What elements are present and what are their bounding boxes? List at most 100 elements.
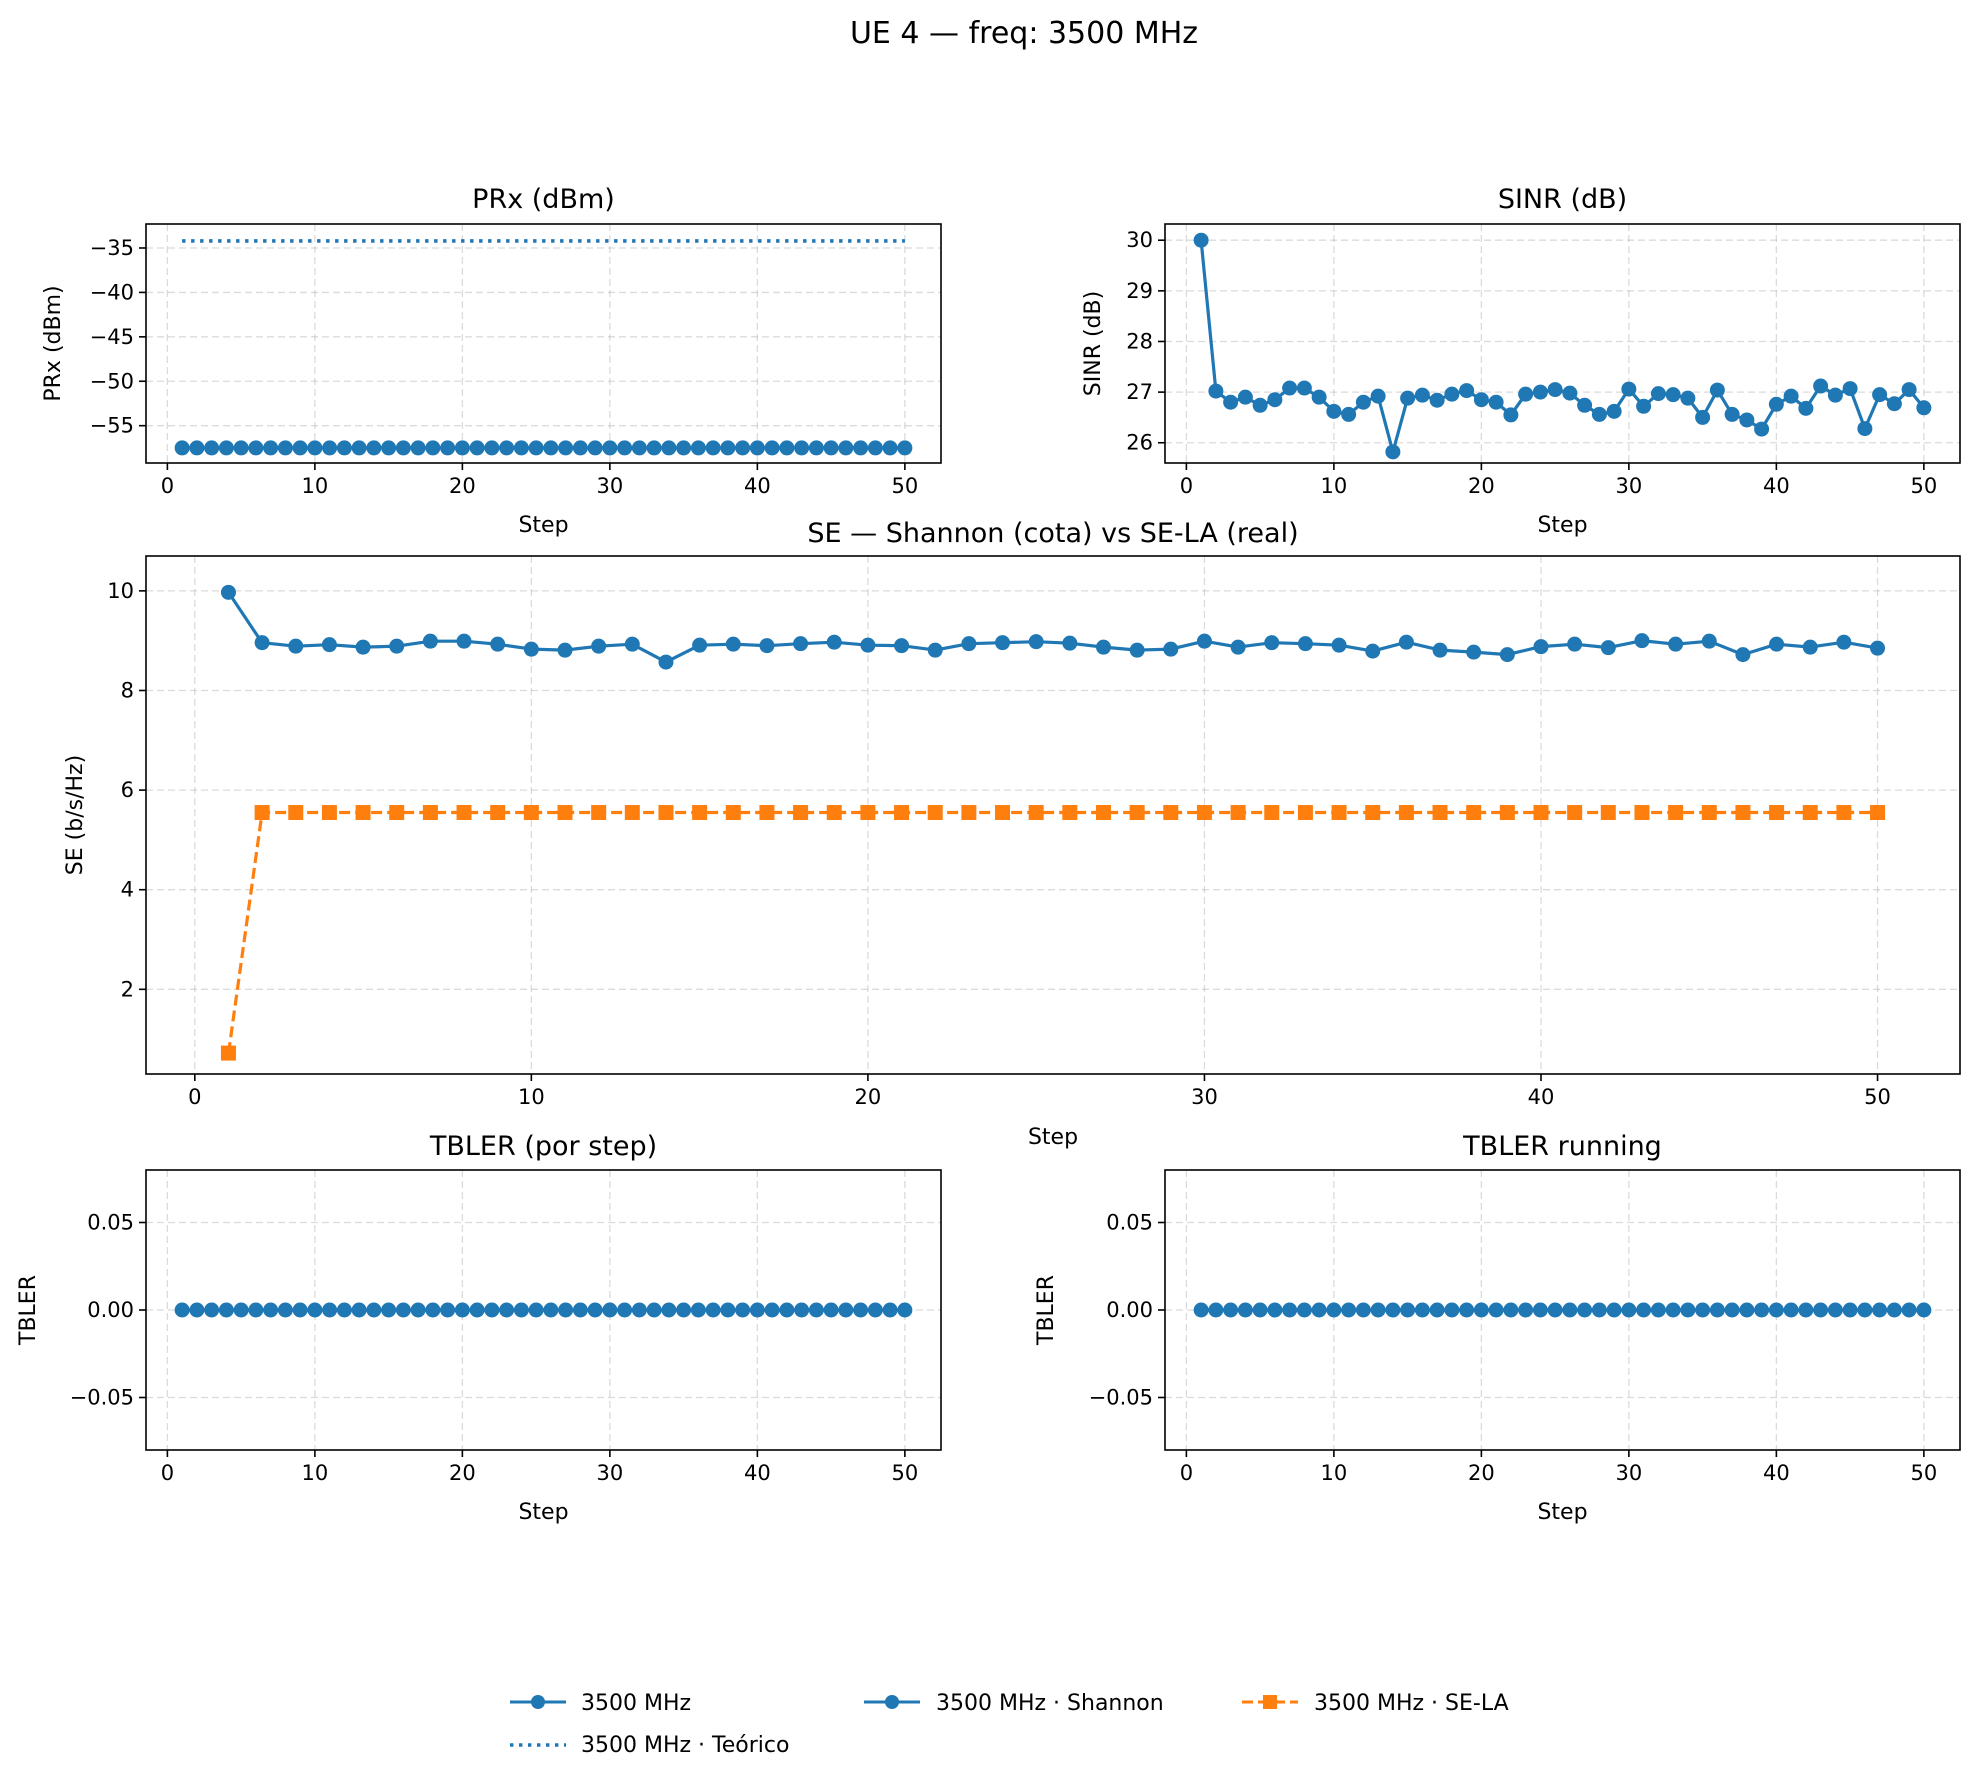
x-tick-label: 30	[597, 474, 624, 498]
data-point	[1591, 1302, 1607, 1318]
data-point	[1802, 639, 1818, 655]
data-point	[395, 1302, 411, 1318]
data-point	[793, 636, 809, 652]
data-point	[867, 440, 883, 456]
data-point	[336, 1302, 352, 1318]
data-point	[1252, 397, 1268, 413]
data-point	[1473, 1302, 1489, 1318]
data-point	[624, 805, 640, 821]
data-point	[617, 440, 633, 456]
data-point	[1606, 403, 1622, 419]
y-tick-label: 6	[121, 778, 134, 802]
data-point	[1365, 805, 1381, 821]
data-point	[321, 805, 337, 821]
data-point	[690, 440, 706, 456]
data-point	[277, 1302, 293, 1318]
data-point	[499, 440, 515, 456]
subplot-title: TBLER (por step)	[429, 1131, 657, 1162]
data-point	[602, 1302, 618, 1318]
data-point	[1370, 1302, 1386, 1318]
data-point	[1901, 382, 1917, 398]
data-point	[779, 1302, 795, 1318]
data-point	[624, 636, 640, 652]
data-point	[1668, 636, 1684, 652]
axes-frame	[145, 223, 942, 464]
legend-label: 3500 MHz · Teórico	[581, 1733, 789, 1758]
data-point	[528, 440, 544, 456]
data-point	[1429, 1302, 1445, 1318]
data-point	[484, 1302, 500, 1318]
data-point	[1827, 1302, 1843, 1318]
data-point	[204, 1302, 220, 1318]
data-point	[1355, 1302, 1371, 1318]
data-point	[1252, 1302, 1268, 1318]
data-point	[440, 440, 456, 456]
data-point	[1264, 805, 1280, 821]
data-point	[853, 1302, 869, 1318]
data-point	[661, 440, 677, 456]
data-point	[1208, 1302, 1224, 1318]
data-point	[1668, 805, 1684, 821]
data-point	[1499, 805, 1515, 821]
x-axis-label: Step	[1537, 1500, 1587, 1525]
data-point	[1282, 380, 1298, 396]
data-point	[1680, 390, 1696, 406]
data-point	[1230, 639, 1246, 655]
data-point	[897, 1302, 913, 1318]
data-point	[1813, 378, 1829, 394]
data-point	[1567, 805, 1583, 821]
data-point	[1398, 634, 1414, 650]
data-point	[1518, 1302, 1534, 1318]
x-tick-label: 50	[1910, 1461, 1937, 1485]
data-point	[307, 1302, 323, 1318]
x-tick-label: 10	[302, 474, 329, 498]
data-point	[591, 638, 607, 654]
y-tick-label: 2	[121, 977, 134, 1001]
data-point	[1223, 1302, 1239, 1318]
subplot-title: TBLER running	[1462, 1131, 1662, 1162]
data-point	[794, 1302, 810, 1318]
x-tick-label: 50	[1910, 474, 1937, 498]
data-point	[897, 440, 913, 456]
y-tick-label: −0.05	[1089, 1386, 1153, 1410]
data-point	[1634, 805, 1650, 821]
data-point	[1341, 406, 1357, 422]
data-point	[1163, 805, 1179, 821]
legend-marker	[531, 1695, 545, 1709]
data-point	[1444, 386, 1460, 402]
data-point	[1665, 1302, 1681, 1318]
data-point	[1095, 805, 1111, 821]
data-point	[764, 440, 780, 456]
data-point	[1591, 406, 1607, 422]
x-tick-label: 10	[518, 1085, 545, 1109]
data-point	[1783, 1302, 1799, 1318]
x-tick-label: 20	[1468, 474, 1495, 498]
legend-label: 3500 MHz	[581, 1691, 691, 1716]
subplot-tbler: 0 10 20 30 40 50 −0.05 0.00 0.05 TBLER (por step)…	[16, 1131, 942, 1525]
data-point	[1473, 392, 1489, 408]
data-point	[422, 805, 438, 821]
data-point	[995, 635, 1011, 651]
x-axis-label: Step	[1028, 1125, 1078, 1150]
data-point	[1297, 636, 1313, 652]
y-tick-label: 26	[1126, 431, 1153, 455]
y-tick-label: −40	[90, 280, 134, 304]
data-point	[602, 440, 618, 456]
data-point	[882, 1302, 898, 1318]
y-axis-label: TBLER	[1034, 1275, 1059, 1346]
data-point	[263, 1302, 279, 1318]
x-tick-label: 20	[855, 1085, 882, 1109]
data-point	[826, 634, 842, 650]
data-point	[808, 440, 824, 456]
data-point	[1518, 386, 1534, 402]
legend-entry-se-la: 3500 MHz · SE-LA	[1242, 1691, 1509, 1716]
data-point	[1432, 805, 1448, 821]
data-point	[1769, 636, 1785, 652]
data-point	[1414, 387, 1430, 403]
data-point	[322, 1302, 338, 1318]
data-point	[1193, 1302, 1209, 1318]
data-point	[1466, 644, 1482, 660]
axes-frame	[145, 555, 1961, 1075]
data-point	[692, 637, 708, 653]
data-point	[1331, 805, 1347, 821]
